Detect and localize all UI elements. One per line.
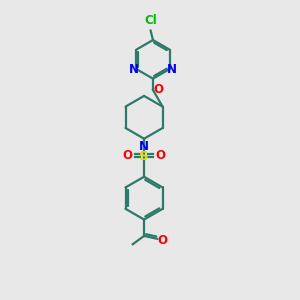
Text: O: O — [158, 234, 168, 247]
Text: N: N — [129, 62, 139, 76]
Text: Cl: Cl — [144, 14, 157, 27]
Text: O: O — [153, 83, 163, 97]
Text: S: S — [139, 150, 149, 163]
Text: N: N — [139, 140, 149, 153]
Text: N: N — [167, 62, 177, 76]
Text: O: O — [122, 149, 132, 162]
Text: O: O — [156, 149, 166, 162]
